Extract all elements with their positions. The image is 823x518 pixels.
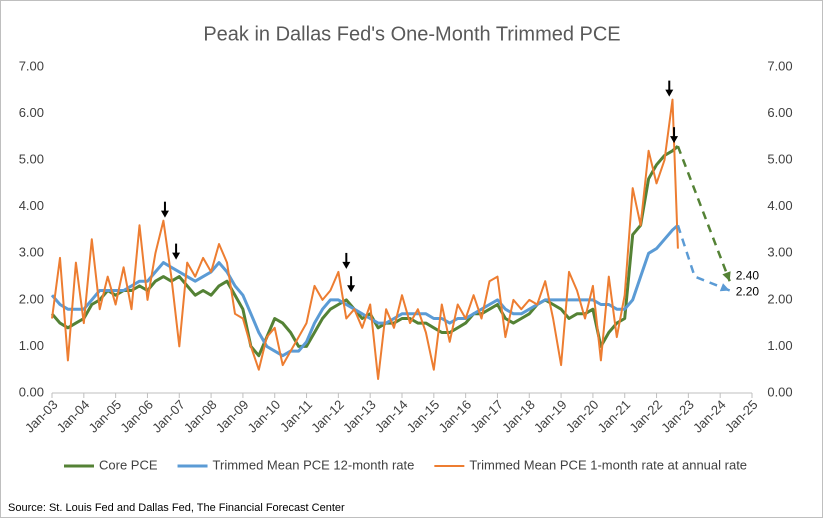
arrow-head [160,210,169,218]
chart-title: Peak in Dallas Fed's One-Month Trimmed P… [203,23,620,45]
peak-arrow [670,127,679,144]
y-tick-label: 3.00 [19,245,44,260]
peak-arrow [172,243,181,260]
y2-tick-label: 3.00 [767,245,792,260]
y-tick-label: 1.00 [19,338,44,353]
y-tick-label: 7.00 [19,58,44,73]
forecast-line [676,145,731,282]
arrow-head [670,136,679,144]
y-tick-label: 5.00 [19,152,44,167]
legend-label: Trimmed Mean PCE 1-month rate at annual … [469,457,747,472]
y2-tick-label: 5.00 [767,152,792,167]
y2-tick-label: 4.00 [767,198,792,213]
y-tick-label: 6.00 [19,105,44,120]
arrow-head [172,252,181,260]
forecast-line [676,224,731,292]
legend-label: Trimmed Mean PCE 12-month rate [213,457,415,472]
peak-arrow [347,276,356,293]
arrow-head [342,261,351,269]
peak-arrow [160,201,169,218]
arrow-head [347,285,356,293]
y2-tick-label: 1.00 [767,338,792,353]
y2-tick-label: 2.00 [767,291,792,306]
y-tick-label: 2.00 [19,291,44,306]
forecast-label: 2.40 [736,268,760,282]
series-line [51,98,679,380]
forecast-arrowhead [719,283,730,292]
peak-arrow [665,80,674,97]
y2-tick-label: 0.00 [767,384,792,399]
peak-arrow [342,252,351,269]
y-tick-label: 0.00 [19,384,44,399]
y2-tick-label: 7.00 [767,58,792,73]
y-tick-label: 4.00 [19,198,44,213]
source-note: Source: St. Louis Fed and Dallas Fed, Th… [8,502,345,514]
arrow-head [665,89,674,97]
forecast-label: 2.20 [736,285,760,299]
legend-label: Core PCE [99,457,158,472]
forecast-arrowhead [722,271,731,282]
y2-tick-label: 6.00 [767,105,792,120]
